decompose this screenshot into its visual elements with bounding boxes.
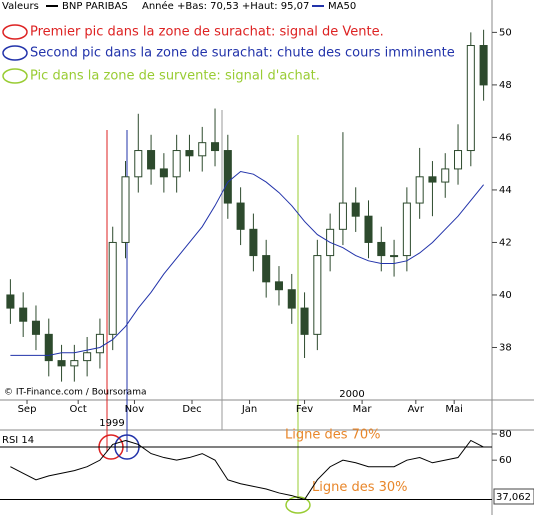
candle-body [236, 202, 245, 230]
legend-swatch [46, 5, 58, 7]
x-tick-label: Sep [18, 404, 37, 415]
year-label: 1999 [99, 418, 124, 429]
candle-body [19, 307, 28, 322]
candle-body [287, 289, 296, 309]
value-badge-label: 37,062 [496, 492, 531, 503]
y-tick-label: 80 [499, 429, 512, 440]
y-tick-label: 40 [499, 290, 512, 301]
candle-body [338, 202, 347, 230]
candle-body [108, 241, 117, 335]
y-tick-label: 44 [499, 185, 512, 196]
annotation: Second pic dans la zone de surachat: chu… [30, 46, 455, 61]
candle-body [31, 320, 40, 335]
candle-body [70, 360, 79, 367]
y-tick-label: 60 [499, 455, 512, 466]
x-tick-label: Mai [445, 404, 463, 415]
candle-body [428, 176, 437, 183]
header-range: Année +Bas: 70,53 +Haut: 95,07 [142, 0, 309, 12]
marker [2, 24, 28, 40]
y-tick-label: 46 [499, 132, 512, 143]
candle-body [415, 176, 424, 204]
series-line [10, 439, 484, 501]
y-tick-label: 38 [499, 342, 512, 353]
y-tick-label: 48 [499, 80, 512, 91]
candle-body [223, 150, 232, 204]
candle-body [300, 307, 309, 335]
candle-body [351, 202, 360, 217]
candle-body [198, 142, 207, 157]
year-label: 2000 [339, 389, 364, 400]
value-badge [493, 488, 534, 505]
candle-body [159, 168, 168, 178]
candle-body [364, 215, 373, 243]
annotation: Premier pic dans la zone de surachat: si… [30, 25, 384, 40]
candle-body [57, 360, 66, 367]
x-tick-label: Oct [70, 404, 87, 415]
candle-body [172, 150, 181, 178]
y-tick-label: 50 [499, 27, 512, 38]
x-tick-label: Dec [182, 404, 201, 415]
credit: © IT-Finance.com / Boursorama [4, 388, 146, 398]
candle-body [185, 150, 194, 157]
header-stock: BNP PARIBAS [62, 1, 128, 12]
marker [2, 45, 28, 61]
panel-title: RSI 14 [2, 435, 34, 446]
legend-swatch [312, 5, 324, 7]
marker [2, 68, 28, 84]
level-label: Ligne des 30% [312, 480, 408, 495]
y-tick-label: 42 [499, 237, 512, 248]
candle-body [83, 352, 92, 362]
candle-body [479, 45, 488, 86]
candle-body [6, 294, 15, 309]
x-tick-label: Fev [296, 404, 313, 415]
x-tick-label: Avr [408, 404, 425, 415]
candle-body [454, 150, 463, 170]
series-line [10, 171, 484, 356]
candle-body [377, 241, 386, 257]
candle-body [147, 150, 156, 170]
candle-body [134, 150, 143, 178]
candle-body [274, 281, 283, 291]
candle-body [390, 255, 399, 258]
level-label: Ligne des 70% [285, 428, 381, 443]
candle-body [249, 228, 258, 257]
candle-body [121, 176, 130, 243]
candle-body [402, 202, 411, 257]
x-tick-label: Nov [125, 404, 145, 415]
header-label: Valeurs [2, 1, 39, 12]
annotation: Pic dans la zone de survente: signal d'a… [30, 69, 320, 84]
x-tick-label: Jan [241, 404, 257, 415]
candle-body [441, 168, 450, 183]
candle-body [211, 142, 220, 152]
candle-body [44, 333, 53, 362]
header-ma: MA50 [328, 1, 356, 12]
candle-body [95, 333, 104, 354]
candle-body [313, 255, 322, 335]
candle-body [262, 255, 271, 283]
x-tick-label: Mar [353, 404, 373, 415]
candle-body [466, 45, 475, 152]
